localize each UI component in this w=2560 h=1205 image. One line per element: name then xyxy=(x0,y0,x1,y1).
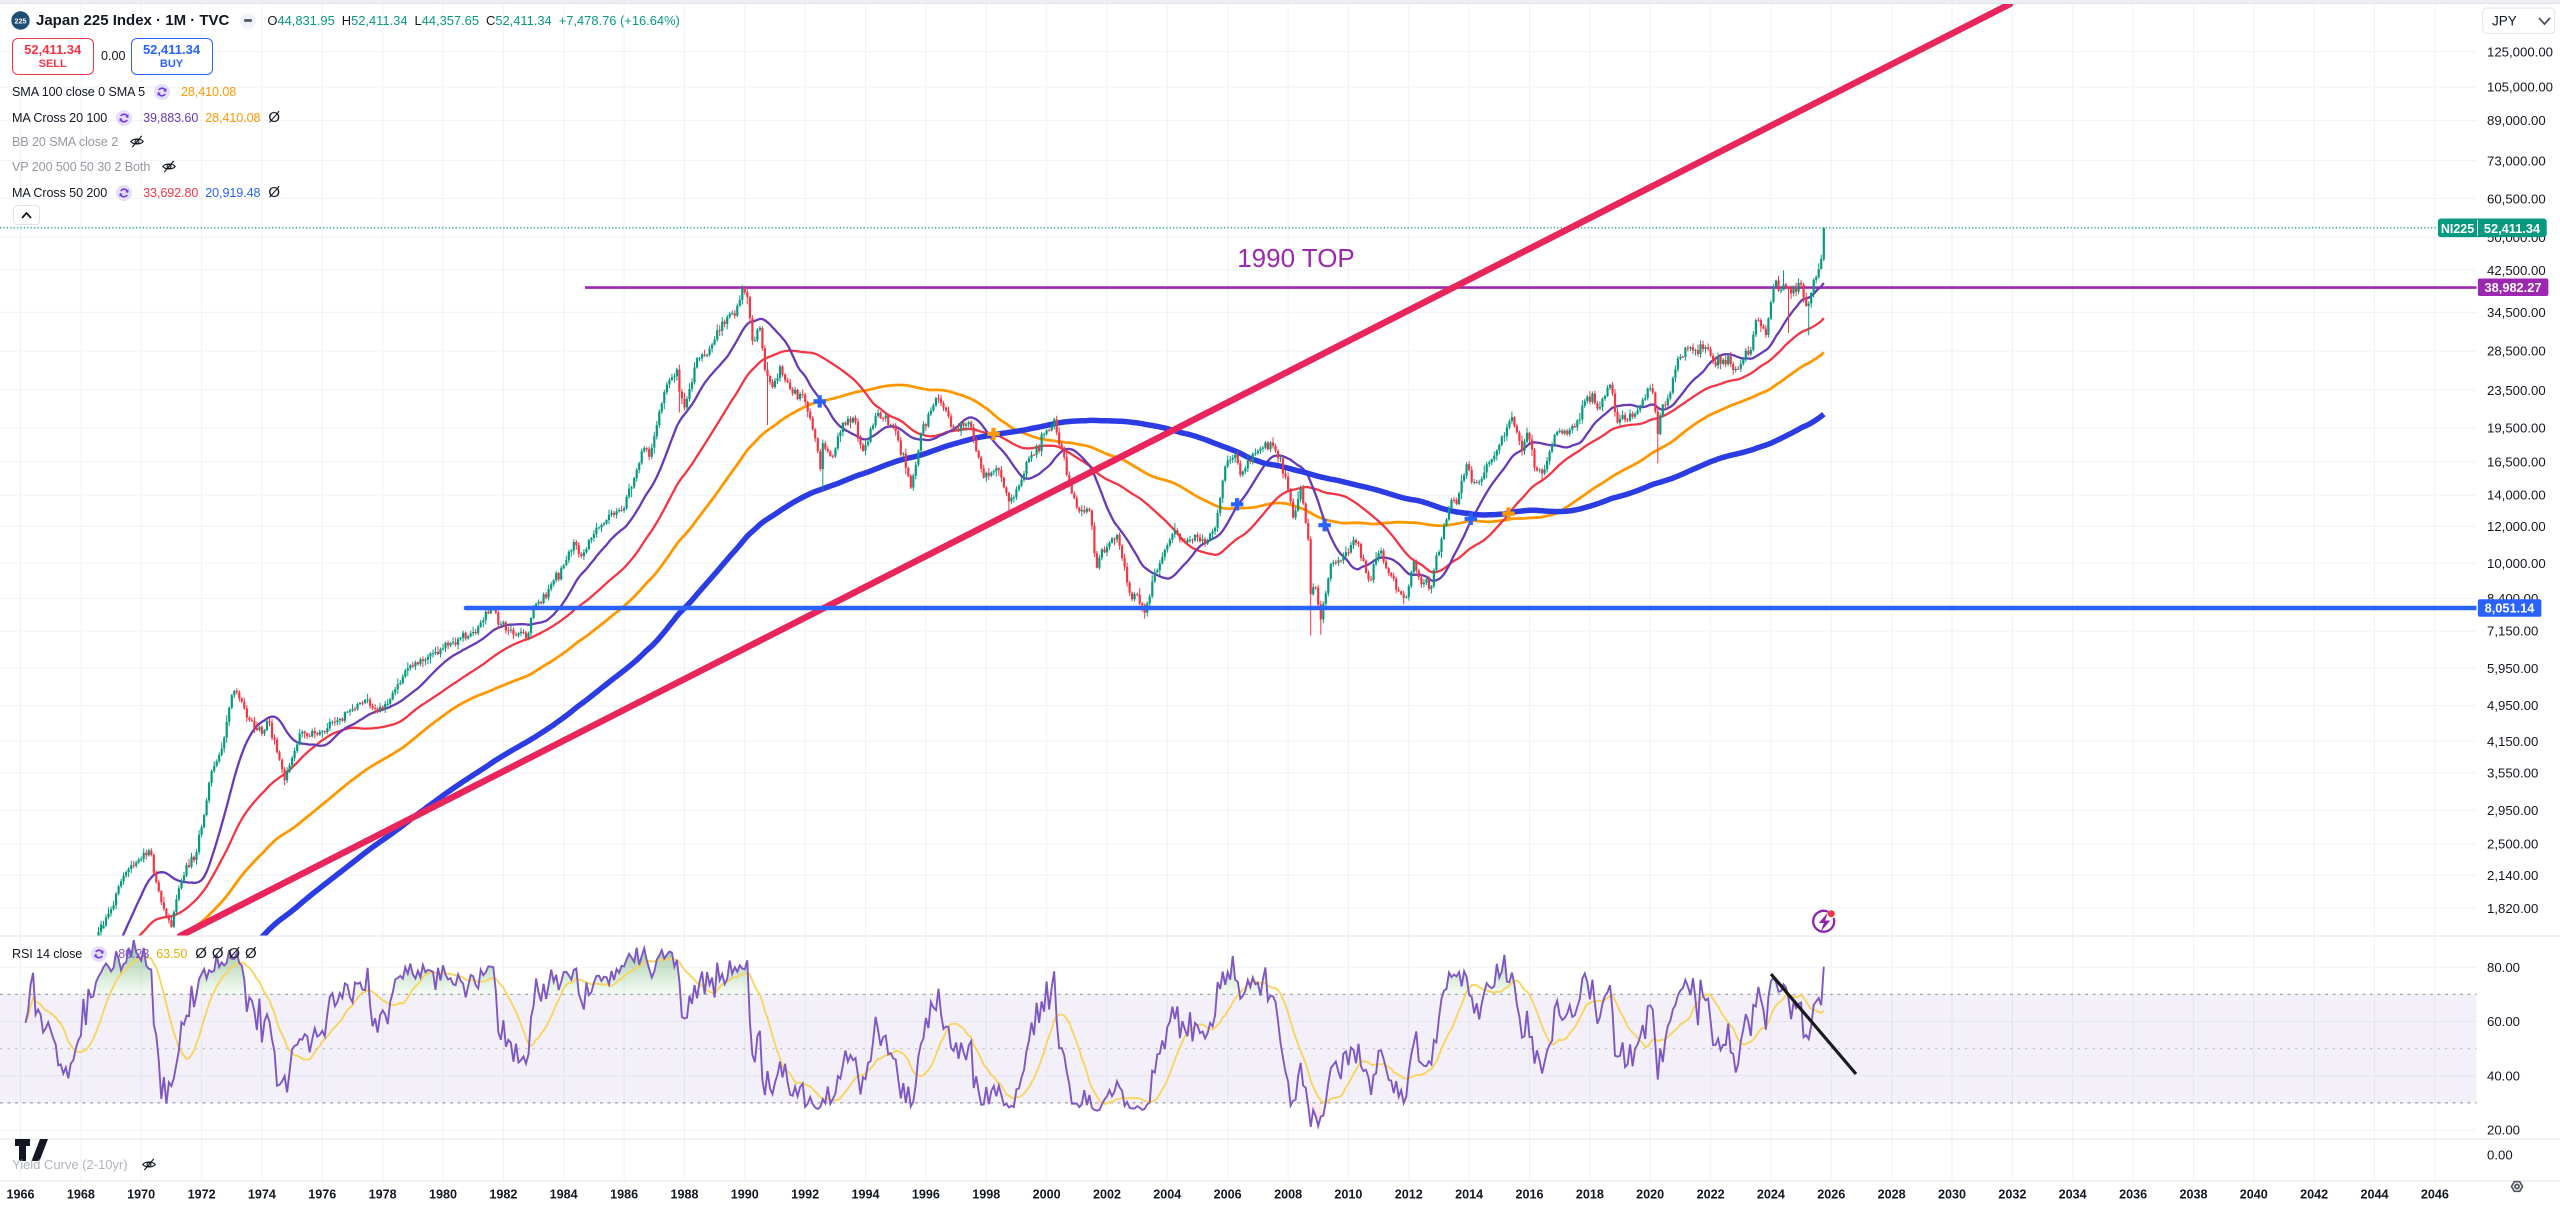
svg-text:2012: 2012 xyxy=(1395,1188,1423,1201)
svg-text:2028: 2028 xyxy=(1878,1188,1906,1201)
svg-text:2036: 2036 xyxy=(2119,1188,2147,1201)
svg-text:1972: 1972 xyxy=(188,1188,216,1201)
svg-text:7,150.00: 7,150.00 xyxy=(2487,624,2538,639)
svg-text:3,550.00: 3,550.00 xyxy=(2487,766,2538,781)
svg-text:1986: 1986 xyxy=(610,1188,638,1201)
svg-text:14,000.00: 14,000.00 xyxy=(2487,488,2546,503)
svg-text:60.00: 60.00 xyxy=(2487,1014,2520,1029)
svg-text:2020: 2020 xyxy=(1636,1188,1664,1201)
svg-text:2004: 2004 xyxy=(1153,1188,1181,1201)
svg-text:1984: 1984 xyxy=(550,1188,578,1201)
svg-text:2010: 2010 xyxy=(1334,1188,1362,1201)
svg-text:1992: 1992 xyxy=(791,1188,819,1201)
svg-text:105,000.00: 105,000.00 xyxy=(2487,80,2553,95)
svg-text:2006: 2006 xyxy=(1214,1188,1242,1201)
svg-text:1994: 1994 xyxy=(851,1188,879,1201)
svg-text:34,500.00: 34,500.00 xyxy=(2487,305,2546,320)
svg-text:1976: 1976 xyxy=(308,1188,336,1201)
svg-text:73,000.00: 73,000.00 xyxy=(2487,153,2546,168)
svg-text:2040: 2040 xyxy=(2240,1188,2268,1201)
svg-text:1990 TOP: 1990 TOP xyxy=(1237,243,1355,273)
svg-text:60,500.00: 60,500.00 xyxy=(2487,191,2546,206)
svg-text:2016: 2016 xyxy=(1515,1188,1543,1201)
svg-text:20.00: 20.00 xyxy=(2487,1123,2520,1138)
svg-text:125,000.00: 125,000.00 xyxy=(2487,44,2553,59)
svg-text:42,500.00: 42,500.00 xyxy=(2487,263,2546,278)
svg-text:1970: 1970 xyxy=(127,1188,155,1201)
svg-text:2018: 2018 xyxy=(1576,1188,1604,1201)
svg-text:2042: 2042 xyxy=(2300,1188,2328,1201)
svg-text:1,820.00: 1,820.00 xyxy=(2487,901,2538,916)
svg-text:1978: 1978 xyxy=(369,1188,397,1201)
svg-text:8,051.14: 8,051.14 xyxy=(2485,601,2536,616)
svg-text:23,500.00: 23,500.00 xyxy=(2487,383,2546,398)
svg-text:52,411.34: 52,411.34 xyxy=(2484,221,2541,236)
svg-text:4,950.00: 4,950.00 xyxy=(2487,698,2538,713)
svg-text:225: 225 xyxy=(15,17,27,26)
svg-text:1998: 1998 xyxy=(972,1188,1000,1201)
svg-text:1990: 1990 xyxy=(731,1188,759,1201)
svg-text:2022: 2022 xyxy=(1697,1188,1725,1201)
svg-text:5,950.00: 5,950.00 xyxy=(2487,661,2538,676)
svg-text:2044: 2044 xyxy=(2360,1188,2388,1201)
svg-text:1980: 1980 xyxy=(429,1188,457,1201)
svg-text:1982: 1982 xyxy=(489,1188,517,1201)
svg-text:1996: 1996 xyxy=(912,1188,940,1201)
svg-text:2008: 2008 xyxy=(1274,1188,1302,1201)
svg-text:NI225: NI225 xyxy=(2441,222,2474,236)
svg-text:2014: 2014 xyxy=(1455,1188,1483,1201)
svg-text:16,500.00: 16,500.00 xyxy=(2487,454,2546,469)
svg-text:2024: 2024 xyxy=(1757,1188,1785,1201)
svg-text:2038: 2038 xyxy=(2179,1188,2207,1201)
svg-text:80.00: 80.00 xyxy=(2487,960,2520,975)
svg-text:2032: 2032 xyxy=(1998,1188,2026,1201)
svg-text:2002: 2002 xyxy=(1093,1188,1121,1201)
svg-text:2,140.00: 2,140.00 xyxy=(2487,868,2538,883)
svg-text:2030: 2030 xyxy=(1938,1188,1966,1201)
svg-text:2046: 2046 xyxy=(2421,1188,2449,1201)
svg-text:JPY: JPY xyxy=(2492,14,2517,29)
svg-text:4,150.00: 4,150.00 xyxy=(2487,734,2538,749)
svg-text:12,000.00: 12,000.00 xyxy=(2487,519,2546,534)
svg-text:28,500.00: 28,500.00 xyxy=(2487,344,2546,359)
svg-text:2026: 2026 xyxy=(1817,1188,1845,1201)
svg-text:2000: 2000 xyxy=(1033,1188,1061,1201)
svg-text:40.00: 40.00 xyxy=(2487,1068,2520,1083)
svg-text:1966: 1966 xyxy=(6,1188,34,1201)
svg-text:38,982.27: 38,982.27 xyxy=(2485,280,2542,295)
svg-text:19,500.00: 19,500.00 xyxy=(2487,421,2546,436)
svg-text:10,000.00: 10,000.00 xyxy=(2487,556,2546,571)
svg-text:2,950.00: 2,950.00 xyxy=(2487,803,2538,818)
svg-text:2034: 2034 xyxy=(2059,1188,2087,1201)
svg-text:89,000.00: 89,000.00 xyxy=(2487,113,2546,128)
svg-text:2,500.00: 2,500.00 xyxy=(2487,837,2538,852)
svg-text:0.00: 0.00 xyxy=(2487,1148,2513,1163)
svg-text:1974: 1974 xyxy=(248,1188,276,1201)
svg-text:1968: 1968 xyxy=(67,1188,95,1201)
svg-text:1988: 1988 xyxy=(670,1188,698,1201)
